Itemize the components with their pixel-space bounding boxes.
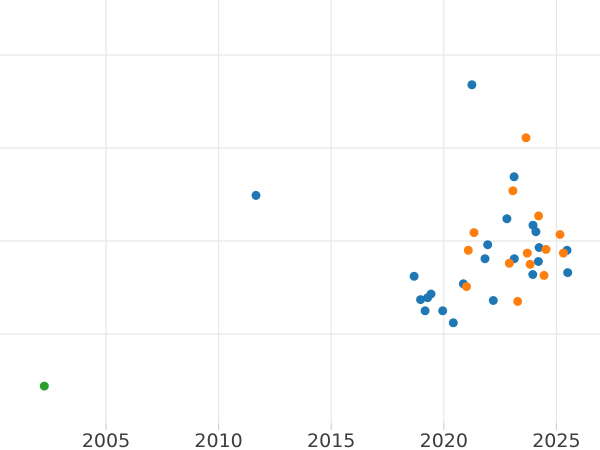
data-point-series-blue: [251, 190, 261, 200]
data-point-series-blue: [483, 240, 493, 250]
data-point-series-blue: [502, 214, 512, 224]
data-point-series-orange: [508, 186, 518, 196]
data-point-series-orange: [513, 296, 523, 306]
data-point-series-orange: [558, 248, 568, 258]
x-tick-label: 2015: [307, 430, 355, 450]
data-point-series-blue: [528, 270, 538, 279]
x-tick-label: 2020: [420, 430, 468, 450]
data-point-series-blue: [509, 172, 519, 182]
data-point-series-blue: [531, 227, 541, 237]
data-point-series-orange: [539, 270, 549, 280]
data-point-series-blue: [409, 271, 419, 281]
data-point-series-orange: [534, 211, 544, 221]
data-point-series-blue: [416, 295, 426, 305]
data-point-series-orange: [555, 230, 565, 239]
data-point-series-blue: [534, 243, 544, 252]
data-point-series-orange: [469, 228, 479, 238]
data-point-series-orange: [522, 248, 532, 258]
data-point-series-blue: [420, 306, 430, 316]
data-point-series-orange: [541, 244, 551, 254]
data-point-series-orange: [504, 258, 514, 268]
data-point-series-blue: [533, 257, 543, 266]
data-point-series-orange: [463, 245, 473, 255]
x-tick-label: 2005: [82, 430, 130, 450]
data-point-series-green: [39, 381, 49, 391]
data-point-series-orange: [521, 133, 531, 143]
data-point-series-orange: [462, 282, 471, 292]
x-tick-label: 2010: [194, 430, 242, 450]
data-point-series-blue: [480, 254, 490, 264]
data-point-series-blue: [448, 318, 458, 328]
data-point-series-blue: [563, 268, 573, 278]
data-point-series-orange: [525, 259, 535, 269]
data-point-series-blue: [426, 289, 436, 299]
data-point-series-blue: [438, 306, 448, 316]
data-point-series-blue: [467, 80, 477, 90]
data-point-series-blue: [488, 296, 498, 305]
x-tick-label: 2025: [532, 430, 580, 450]
